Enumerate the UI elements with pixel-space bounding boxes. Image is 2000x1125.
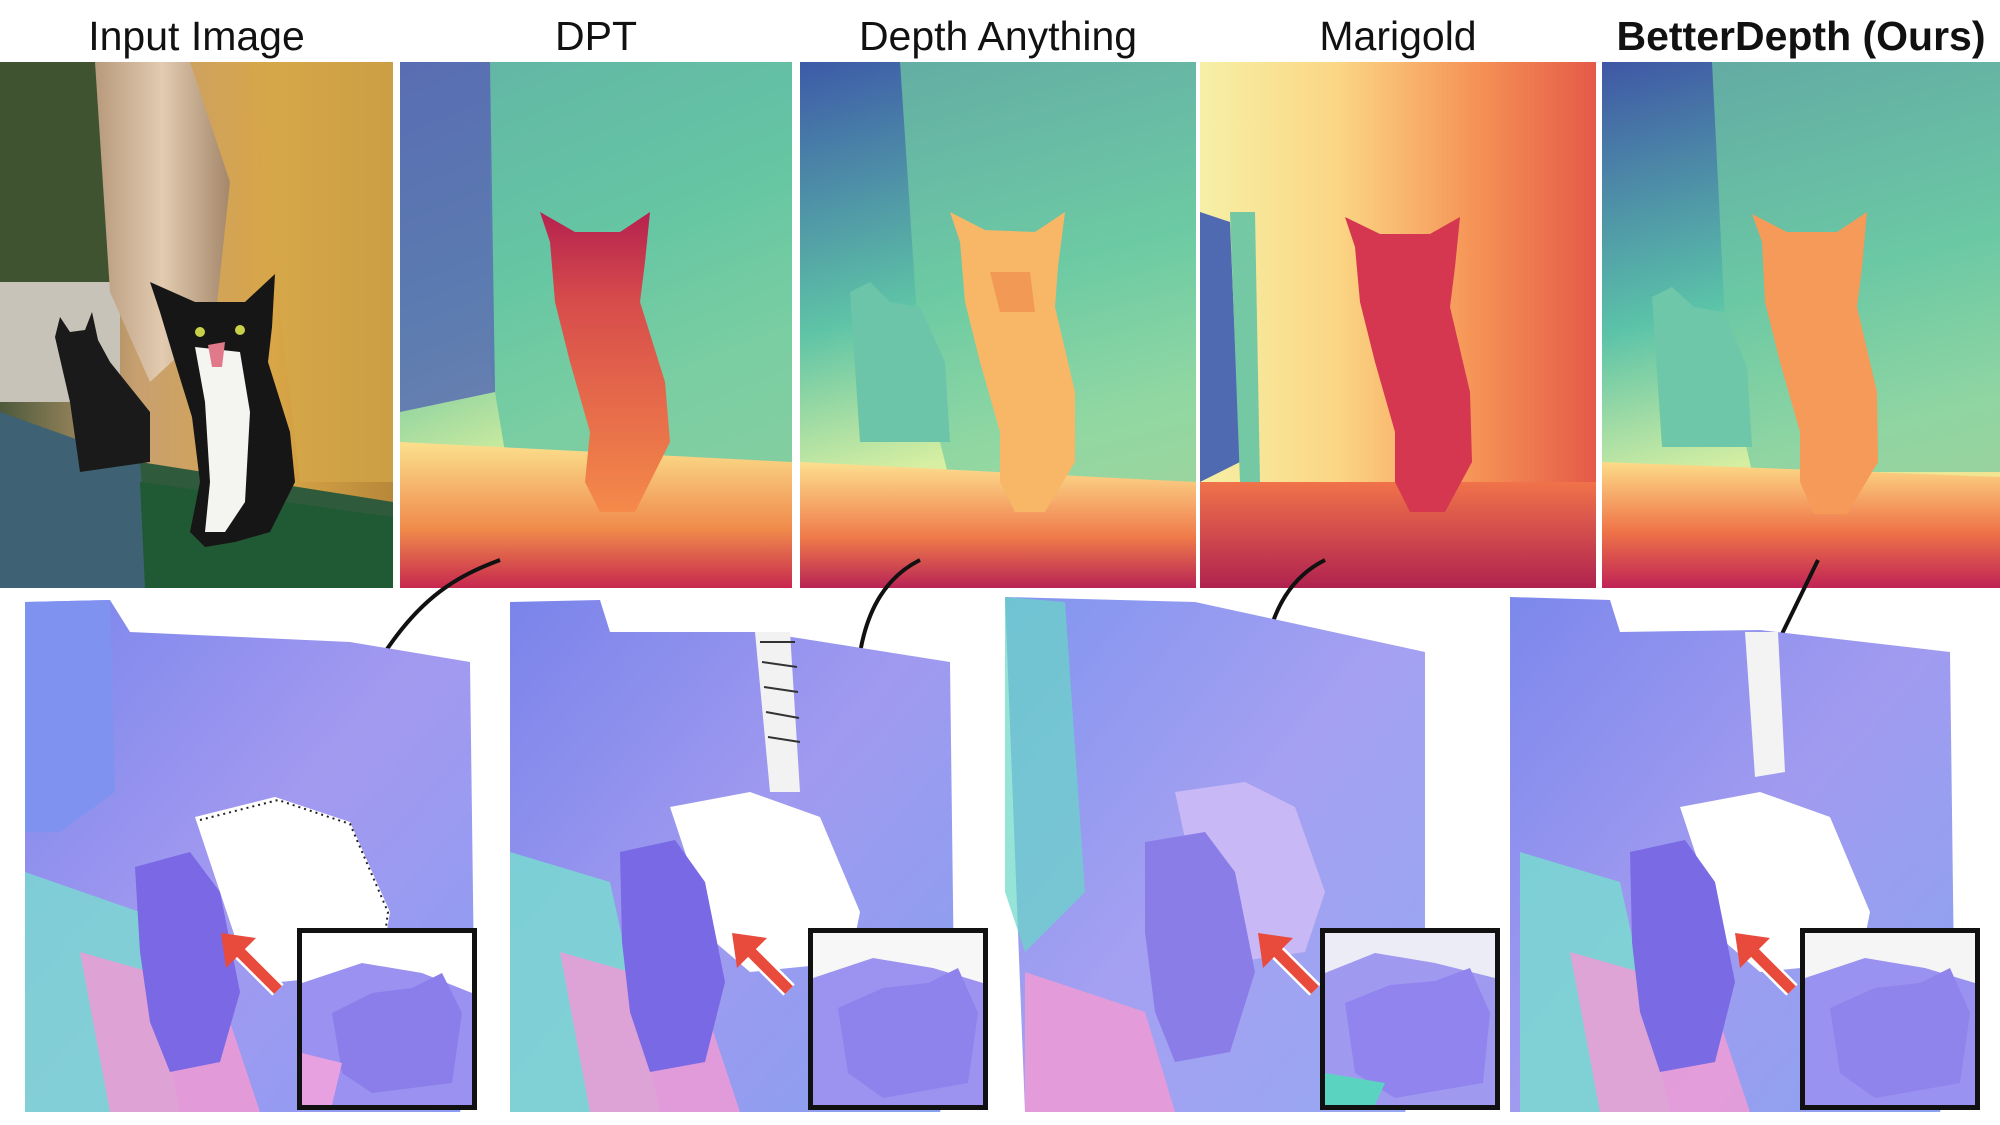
- dpt-depth-image: [400, 62, 792, 588]
- depth-anything-depth-image: [800, 62, 1196, 588]
- betterdepth-zoom-inset-image: [1805, 933, 1975, 1105]
- depth-anything-zoom-inset: [808, 928, 988, 1110]
- betterdepth-depth-image: [1602, 62, 2000, 588]
- depth-anything-zoom-inset-image: [813, 933, 983, 1105]
- highlight-arrow-betterdepth: [1735, 933, 1798, 996]
- column-title-marigold: Marigold: [1319, 13, 1477, 59]
- dpt-zoom-inset: [297, 928, 477, 1110]
- dpt-zoom-inset-image: [302, 933, 472, 1105]
- betterdepth-zoom-inset: [1800, 928, 1980, 1110]
- marigold-depth-image: [1200, 62, 1596, 588]
- highlight-arrow-dpt: [221, 933, 284, 996]
- marigold-zoom-inset-image: [1325, 933, 1495, 1105]
- input-image-panel: [0, 62, 393, 588]
- marigold-depth-map: [1200, 62, 1596, 588]
- depth-anything-depth-map: [800, 62, 1196, 588]
- column-title-betterdepth: BetterDepth (Ours): [1616, 13, 1986, 59]
- input-photo: [0, 62, 393, 588]
- betterdepth-depth-map: [1602, 62, 2000, 588]
- highlight-arrow-depth-anything: [732, 933, 795, 996]
- column-title-depth-anything: Depth Anything: [858, 13, 1138, 59]
- marigold-zoom-inset: [1320, 928, 1500, 1110]
- column-title-input: Input Image: [88, 13, 305, 59]
- column-title-dpt: DPT: [555, 13, 637, 59]
- dpt-depth-map: [400, 62, 792, 588]
- highlight-arrow-marigold: [1258, 933, 1321, 996]
